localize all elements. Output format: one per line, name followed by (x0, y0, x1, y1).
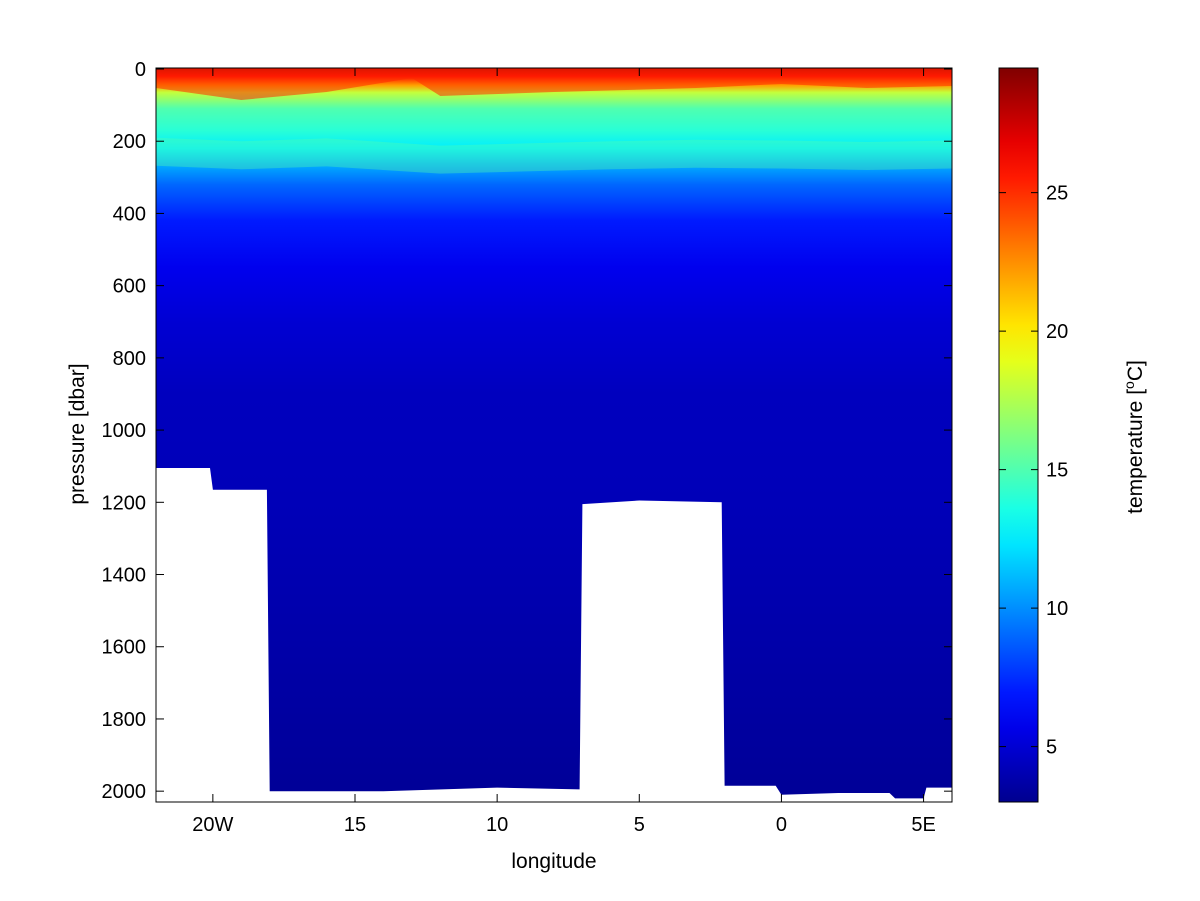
colorbar-tick-label-4: 25 (1046, 183, 1068, 205)
colorbar-tick-label-1: 10 (1046, 598, 1068, 620)
y-tick-label-0: 0 (135, 59, 146, 81)
colorbar-ticks: 5 10 15 20 25 (999, 183, 1068, 759)
y-tick-label-2: 400 (113, 203, 146, 225)
x-axis-label: longitude (511, 850, 596, 873)
x-tick-label-5: 5E (911, 814, 935, 836)
x-tick-label-1: 15 (344, 814, 366, 836)
colorbar-tick-label-2: 15 (1046, 460, 1068, 482)
y-tick-label-3: 600 (113, 276, 146, 298)
colorbar-frame (998, 67, 1039, 803)
plot-area (155, 67, 953, 803)
colorbar-tick-label-0: 5 (1046, 737, 1057, 759)
colorbar: 5 10 15 20 25 (998, 67, 1068, 803)
x-axis: 20W 15 10 5 0 5E (192, 68, 936, 836)
colorbar-tick-label-3: 20 (1046, 321, 1068, 343)
y-tick-label-4: 800 (113, 348, 146, 370)
y-tick-label-1: 200 (113, 131, 146, 153)
y-tick-label-9: 1800 (102, 709, 147, 731)
y-axis: 0 200 400 600 800 1000 1200 1400 1600 1800 2000 (102, 59, 952, 803)
y-axis-label: pressure [dbar] (66, 363, 89, 504)
x-tick-label-4: 0 (776, 814, 787, 836)
colorbar-gradient (999, 68, 1038, 802)
colorbar-label: temperature [oC] (1121, 360, 1147, 514)
plot-frame (155, 67, 953, 803)
y-tick-label-7: 1400 (102, 565, 147, 587)
x-tick-label-2: 10 (486, 814, 508, 836)
colorbar-label-superscript: o (1121, 381, 1137, 389)
y-tick-label-8: 1600 (102, 637, 147, 659)
x-tick-label-3: 5 (634, 814, 645, 836)
y-tick-label-6: 1200 (102, 492, 147, 514)
temperature-field (156, 68, 952, 802)
seafloor-mask (156, 468, 952, 802)
thermocline-band (156, 137, 952, 174)
x-tick-label-0: 20W (192, 814, 233, 836)
y-tick-label-10: 2000 (102, 781, 147, 803)
y-tick-label-5: 1000 (102, 420, 147, 442)
